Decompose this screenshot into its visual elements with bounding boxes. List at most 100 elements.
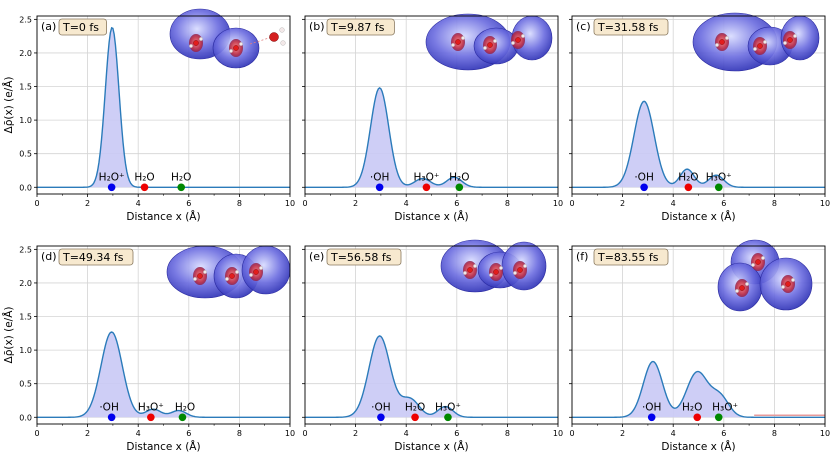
x-axis-title: Distance x (Å) (394, 440, 468, 453)
molecule-isosurface (692, 12, 820, 72)
time-label: T=49.34 fs (62, 251, 124, 264)
oxygen-atom (467, 267, 473, 273)
species-label: H₂O (678, 171, 698, 183)
x-tick-label: 2 (620, 199, 625, 208)
species-label: H₂O (134, 171, 154, 183)
x-tick-label: 8 (505, 199, 510, 208)
molecule-isosurface (169, 8, 286, 69)
hydrogen-atom (523, 264, 527, 268)
y-tick-label: 2.5 (19, 245, 32, 254)
species-marker (444, 413, 452, 422)
x-tick-label: 0 (569, 199, 574, 208)
density-fill (305, 335, 558, 418)
density-fill (37, 331, 290, 418)
y-tick-label: 1.5 (19, 313, 32, 322)
species-label: H₃O⁺ (435, 401, 461, 413)
hydrogen-atom (725, 36, 729, 40)
hydrogen-atom (783, 41, 787, 45)
y-tick-label: 2.0 (19, 279, 32, 288)
x-axis-title: Distance x (Å) (394, 210, 468, 223)
panel-tag: (f) (576, 250, 588, 263)
density-line (572, 100, 825, 188)
oxygen-atom (787, 37, 793, 43)
hydrogen-atom (493, 39, 497, 43)
oxygen-atom (269, 32, 279, 42)
hydrogen-atom (189, 44, 193, 48)
molecule-isosurface (166, 245, 291, 299)
x-tick-label: 0 (569, 429, 574, 438)
oxygen-atom (719, 39, 725, 45)
molecule-isosurface (717, 239, 813, 312)
species-marker (107, 413, 116, 422)
y-tick-label: 0.5 (19, 150, 32, 159)
hydrogen-atom (791, 278, 795, 282)
species-label: H₃O⁺ (712, 401, 738, 413)
species-marker (640, 183, 648, 192)
density-line (37, 331, 290, 418)
species-marker (377, 413, 385, 422)
x-tick-label: 8 (772, 429, 777, 438)
x-tick-label: 4 (136, 199, 141, 208)
panel-tag: (c) (576, 20, 591, 33)
oxygen-atom (785, 281, 791, 287)
oxygen-atom (739, 285, 745, 291)
x-tick-label: 10 (553, 429, 563, 438)
oxygen-atom (455, 39, 461, 45)
molecule-isosurface (425, 13, 553, 71)
oxygen-atom (197, 273, 203, 279)
x-tick-label: 4 (671, 429, 676, 438)
species-label: ·OH (370, 171, 390, 183)
hydrogen-atom (745, 282, 749, 286)
oxygen-atom (487, 42, 493, 48)
oxygen-atom (515, 37, 521, 43)
density-line (305, 335, 558, 418)
species-label: H₂O⁺ (99, 171, 125, 183)
x-tick-label: 4 (136, 429, 141, 438)
time-label: T=31.58 fs (597, 21, 659, 34)
hydrogen-atom (451, 43, 455, 47)
time-label-box (326, 18, 395, 36)
x-tick-label: 10 (285, 429, 295, 438)
hydrogen-atom (715, 43, 719, 47)
hydrogen-atom (781, 285, 785, 289)
species-marker (178, 413, 187, 422)
x-tick-label: 10 (820, 199, 830, 208)
x-tick-label: 0 (302, 199, 307, 208)
time-label: T=83.55 fs (597, 251, 659, 264)
oxygen-atom (193, 40, 199, 46)
panel-tag: (a) (41, 20, 56, 33)
species-label: ·OH (99, 401, 119, 413)
time-label-box (326, 248, 402, 266)
species-marker (455, 183, 464, 192)
x-tick-label: 6 (186, 429, 191, 438)
panel-e: ·OH H₂O H₃O⁺ 0 2 4 6 8 10 (e) T=56.58 fs Distance x… (302, 239, 563, 453)
x-tick-label: 2 (620, 429, 625, 438)
x-tick-label: 2 (353, 199, 358, 208)
y-axis-title: Δρ̄(x) (e/Å) (2, 77, 15, 134)
panel-tag: (b) (309, 20, 325, 33)
x-axis-title: Distance x (Å) (661, 440, 735, 453)
x-tick-label: 8 (237, 199, 242, 208)
time-label: T=56.58 fs (330, 251, 392, 264)
panel-a: H₂O⁺ H₂O H₂O 0 2 4 6 8 10 0.0 0.5 1.0 1.5 2.0 2.5 (a) T=… (2, 8, 295, 223)
time-label: T=0 fs (62, 21, 99, 34)
x-tick-label: 6 (721, 199, 726, 208)
time-label: T=9.87 fs (330, 21, 385, 34)
x-axis-title: Distance x (Å) (126, 440, 200, 453)
x-tick-label: 2 (353, 429, 358, 438)
molecule-isosurface (440, 239, 547, 293)
x-axis-title: Distance x (Å) (661, 210, 735, 223)
hydrogen-atom (735, 289, 739, 293)
species-marker (147, 413, 155, 422)
hydrogen-atom (753, 47, 757, 51)
density-line (572, 360, 825, 418)
species-label: H₃O⁺ (138, 401, 164, 413)
species-marker (411, 413, 419, 422)
panel-tag: (d) (41, 250, 57, 263)
species-label: H₂O (171, 171, 191, 183)
hydrogen-atom (193, 277, 197, 281)
species-label: H₂O (405, 401, 425, 413)
x-tick-label: 10 (285, 199, 295, 208)
x-tick-label: 4 (404, 429, 409, 438)
